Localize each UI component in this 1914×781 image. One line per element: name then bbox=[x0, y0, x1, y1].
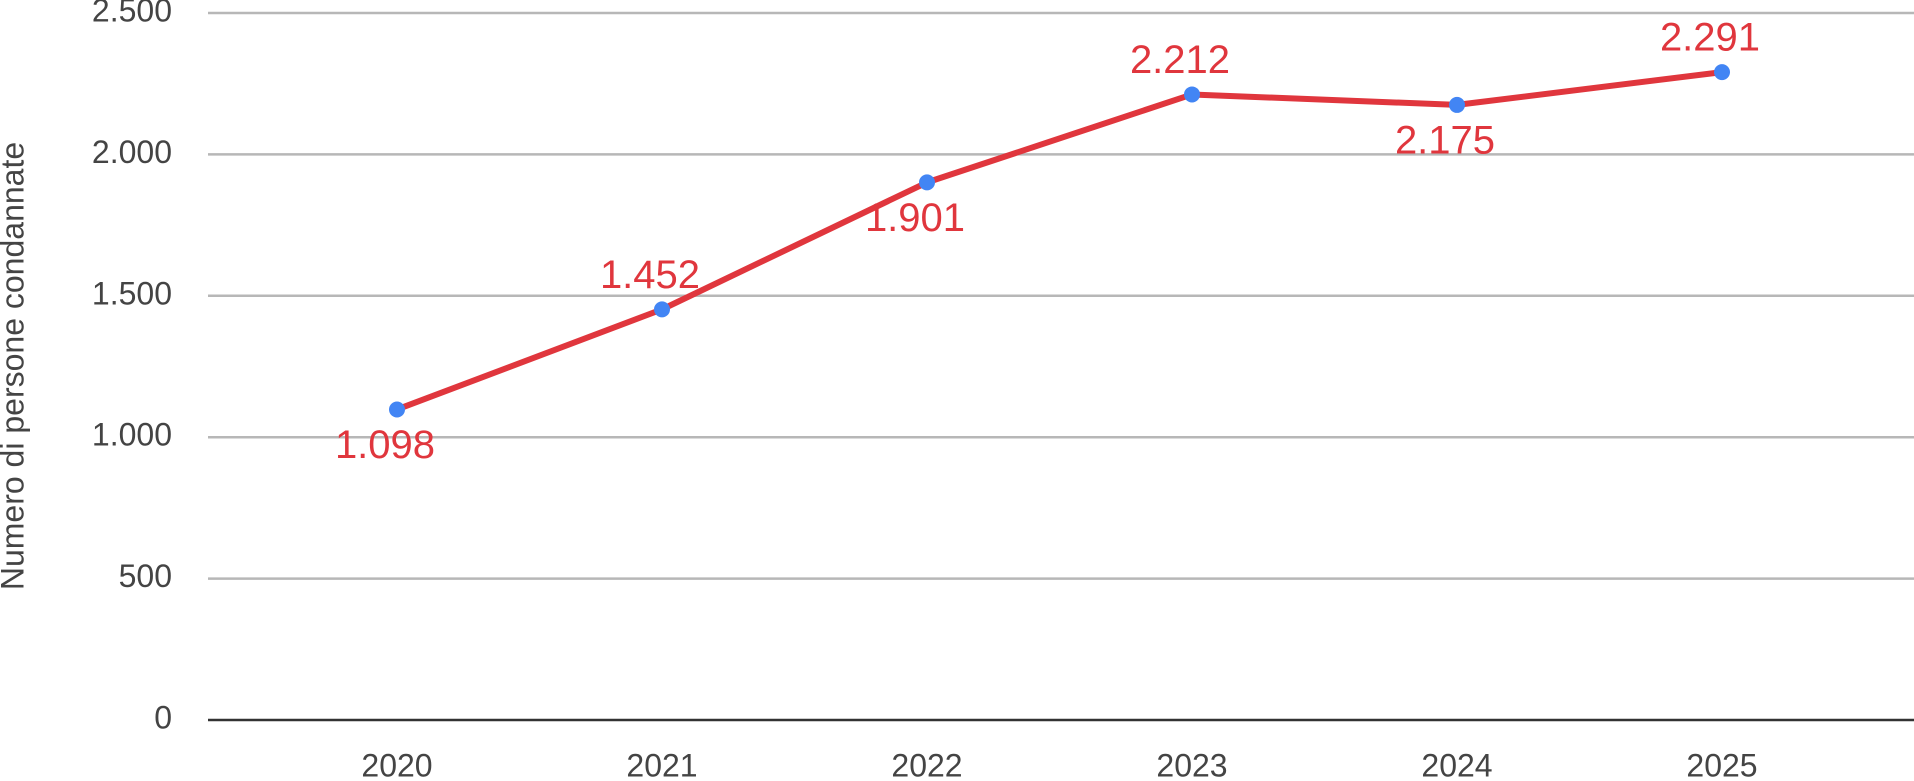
line bbox=[395, 69, 1723, 413]
data-label: 1.098 bbox=[335, 423, 435, 467]
x-tick-label: 2021 bbox=[626, 747, 697, 781]
y-tick-label: 2.500 bbox=[92, 0, 172, 28]
point bbox=[389, 401, 405, 418]
point bbox=[1449, 96, 1465, 113]
y-tick-label: 1.000 bbox=[92, 417, 172, 453]
y-tick-label: 1.500 bbox=[92, 275, 172, 311]
y-axis-title: Numero di persone condannate bbox=[0, 142, 30, 590]
data-label: 1.452 bbox=[600, 253, 700, 297]
data-label: 2.175 bbox=[1395, 118, 1495, 162]
x-tick-label: 2025 bbox=[1686, 747, 1757, 781]
point bbox=[654, 301, 670, 318]
y-tick-label: 2.000 bbox=[92, 134, 172, 170]
point bbox=[919, 174, 935, 191]
point bbox=[1714, 64, 1730, 81]
x-tick-label: 2022 bbox=[891, 747, 962, 781]
x-tick-label: 2020 bbox=[361, 747, 432, 781]
point bbox=[1184, 86, 1200, 103]
data-label: 1.901 bbox=[865, 196, 965, 240]
y-tick-label: 0 bbox=[154, 699, 172, 735]
data-label: 2.212 bbox=[1130, 38, 1230, 82]
x-tick-label: 2024 bbox=[1421, 747, 1492, 781]
y-tick-label: 500 bbox=[119, 558, 172, 594]
data-label: 2.291 bbox=[1660, 16, 1760, 60]
x-tick-label: 2023 bbox=[1156, 747, 1227, 781]
